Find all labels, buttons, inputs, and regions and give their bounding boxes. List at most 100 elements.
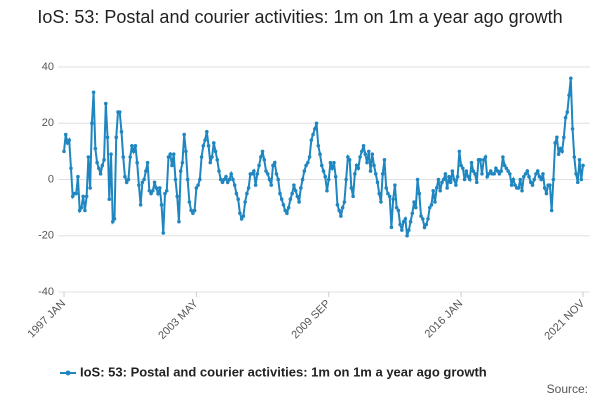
data-point [292,183,296,187]
data-point [196,183,200,187]
data-point [497,172,502,176]
data-point [523,172,528,176]
data-point [206,143,211,148]
data-point [408,219,413,224]
data-point [238,211,242,216]
data-point [440,180,444,185]
data-point [474,180,479,185]
data-point [234,191,239,196]
data-point [130,143,134,148]
data-point [504,166,509,171]
data-point [401,219,406,224]
data-point [438,188,442,193]
data-point [157,186,162,190]
data-point [232,183,237,187]
data-point [269,183,274,187]
data-point [548,183,552,187]
data-point [227,177,232,182]
data-point [321,169,326,173]
data-point [445,186,449,190]
data-point [400,228,404,232]
data-point [373,172,378,176]
data-point [149,191,153,196]
data-point [335,203,340,207]
data-point [386,191,390,196]
data-point [74,191,78,196]
data-point [63,132,68,137]
data-point [306,160,310,165]
data-point [398,222,402,227]
data-point [572,155,577,159]
y-tick-label: -40 [38,286,54,298]
data-point [353,172,357,176]
data-point [67,138,72,142]
chart-title: IoS: 53: Postal and courier activities: … [37,7,563,27]
data-point [189,208,193,213]
data-point [208,160,213,165]
data-point [121,155,126,159]
data-point [119,129,124,134]
data-point [455,174,460,179]
data-point [274,172,279,176]
data-point [511,177,516,182]
data-point [365,160,369,165]
data-point [107,197,112,201]
data-point [117,110,122,114]
data-point [569,76,573,81]
data-point [384,186,388,190]
data-point [541,172,545,176]
data-point [290,191,294,196]
data-point [185,177,190,182]
data-point [286,205,291,210]
data-point [259,155,263,159]
legend-marker [65,370,71,376]
legend-text: IoS: 53: Postal and courier activities: … [80,364,487,379]
data-point [229,172,233,176]
data-point [433,200,437,204]
data-point [283,208,287,213]
data-point [469,160,474,165]
data-point [109,152,113,156]
data-point [370,152,375,156]
data-point [133,143,138,148]
data-point [217,169,221,173]
data-point [525,169,530,173]
data-point [420,217,425,221]
data-point [450,169,455,173]
data-point [163,191,167,196]
data-point [220,180,225,185]
data-point [281,203,286,207]
data-point [144,169,148,173]
data-point [570,127,575,131]
data-point [243,200,247,204]
data-point [93,146,98,151]
data-point [257,163,261,168]
data-point [480,172,484,176]
data-point [152,180,157,185]
data-point [323,174,328,179]
data-point [177,219,181,224]
data-point [354,163,359,168]
data-point [530,183,535,187]
data-point [349,186,354,190]
x-tick-label: 1997 JAN [26,298,69,341]
data-point [448,180,453,185]
data-point [97,166,101,171]
data-point [558,146,563,151]
data-point [297,200,301,204]
data-point [145,160,150,165]
data-point [218,177,223,182]
data-point [424,222,429,227]
data-point [166,155,171,159]
data-point [534,172,538,176]
data-point [328,160,333,165]
y-tick-label: 0 [48,173,54,185]
data-point [100,163,105,168]
data-point [159,203,164,207]
data-point [246,186,251,190]
data-point [225,180,230,185]
data-point [528,180,533,185]
data-point [288,197,293,201]
data-point [77,208,82,213]
data-point [285,211,289,216]
